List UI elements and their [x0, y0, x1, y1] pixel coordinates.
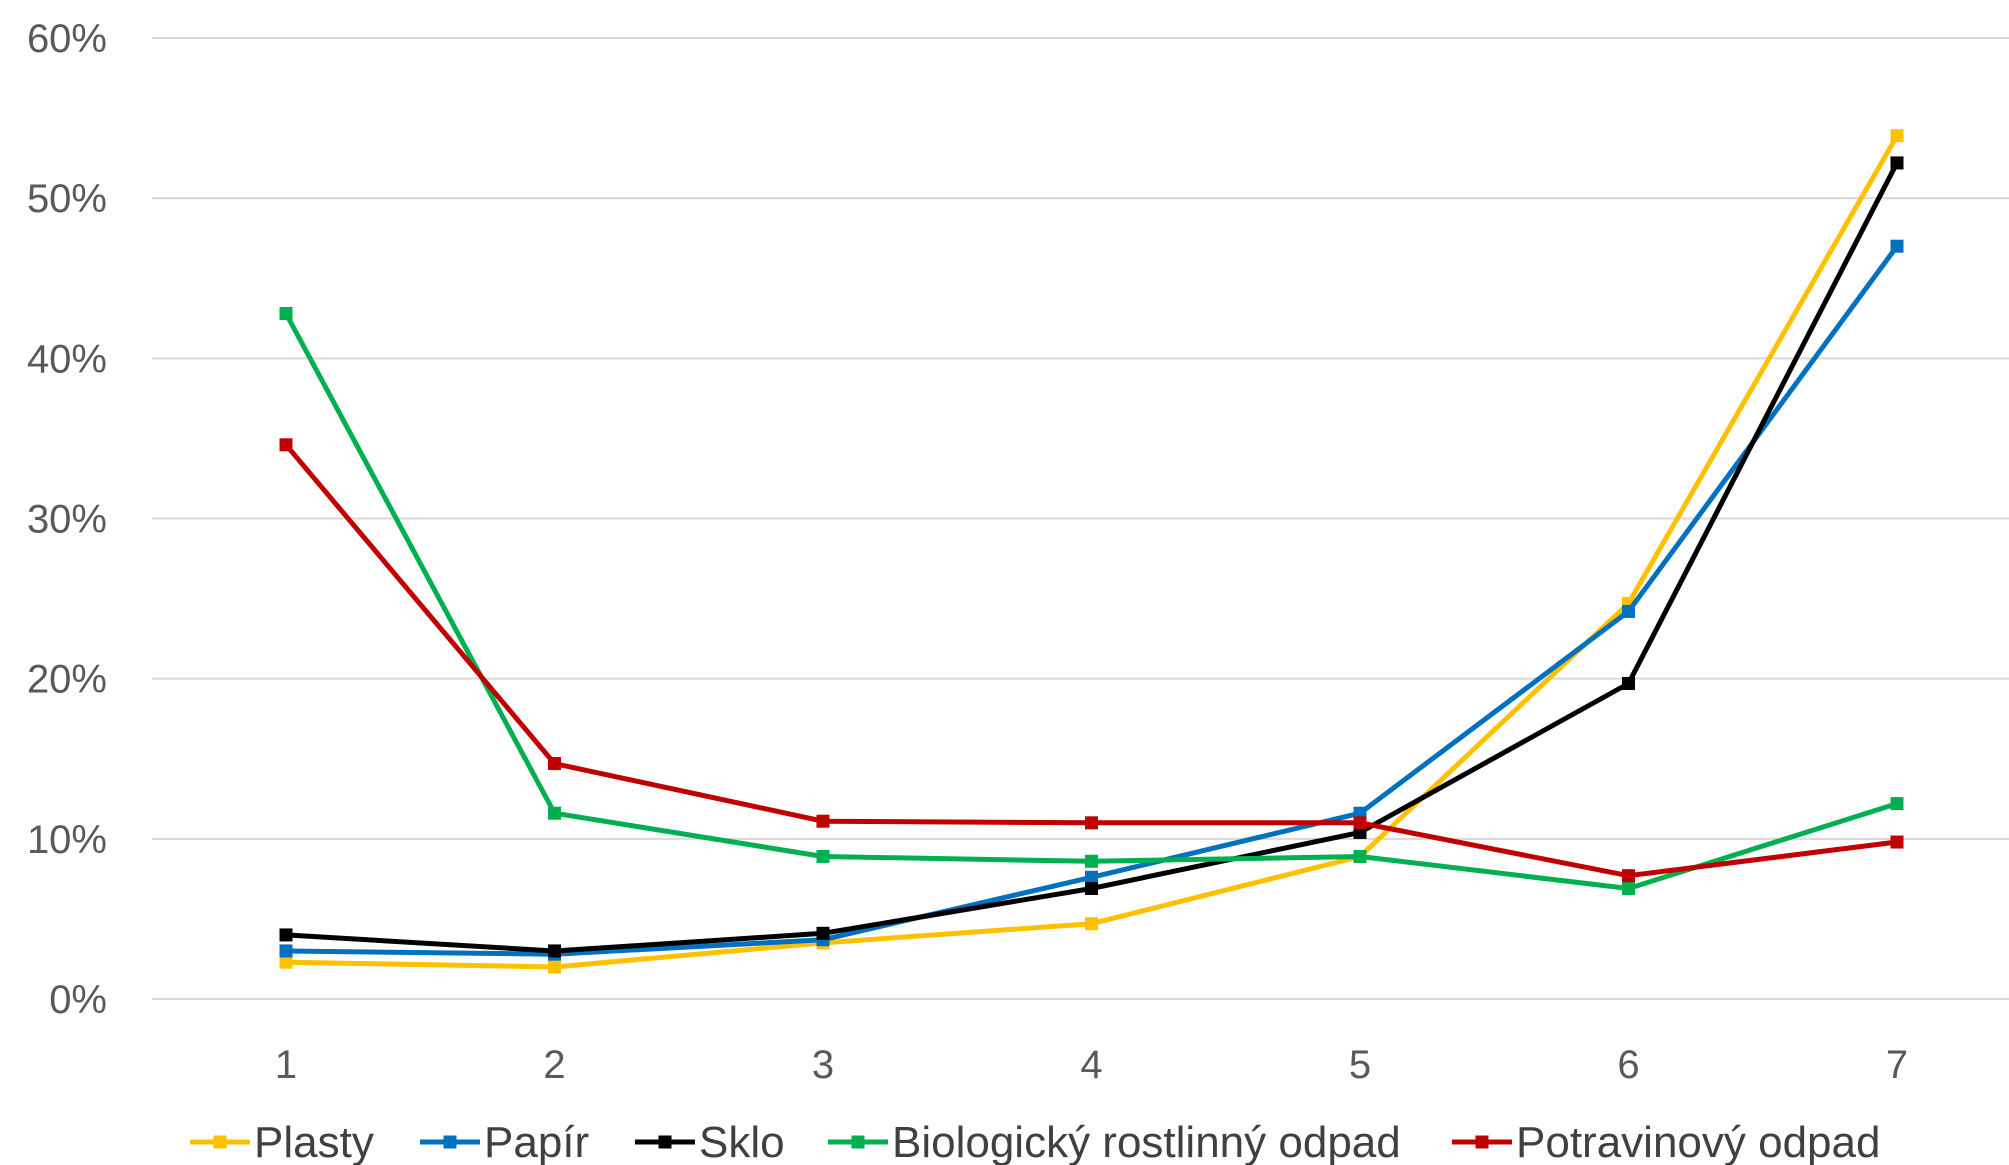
legend-swatch-marker	[213, 1135, 227, 1149]
data-point	[279, 438, 293, 452]
data-point	[1890, 129, 1904, 143]
data-point	[1085, 816, 1098, 830]
y-tick-label: 60%	[27, 17, 107, 61]
data-point	[548, 960, 561, 974]
data-point	[1353, 816, 1367, 830]
y-tick-label: 20%	[27, 658, 107, 702]
y-tick-label: 50%	[27, 177, 107, 221]
x-tick-label: 5	[1349, 1043, 1371, 1087]
legend-swatch-marker	[443, 1135, 457, 1149]
series-lines	[279, 129, 1904, 974]
legend-item: Plasty	[190, 1118, 374, 1165]
data-point	[1085, 881, 1098, 895]
legend-label: Plasty	[254, 1118, 374, 1165]
x-tick-label: 3	[812, 1043, 834, 1087]
data-point	[1622, 881, 1635, 895]
data-point	[1890, 239, 1904, 253]
legend-swatch-marker	[851, 1135, 865, 1149]
x-tick-label: 2	[543, 1043, 565, 1087]
legend-item: Papír	[420, 1118, 589, 1165]
data-point	[1622, 604, 1635, 618]
series-4	[279, 438, 1904, 883]
data-point	[816, 849, 830, 863]
series-0	[279, 129, 1904, 974]
legend-item: Biologický rostlinný odpad	[828, 1118, 1401, 1165]
data-point	[1622, 869, 1635, 883]
legend-label: Sklo	[699, 1118, 785, 1165]
data-point	[816, 926, 830, 940]
x-axis: 1 2 3 4 5 6 7	[275, 1043, 1908, 1087]
legend-label: Potravinový odpad	[1516, 1118, 1880, 1165]
data-point	[1085, 854, 1098, 868]
data-point	[548, 806, 561, 820]
series-line	[283, 442, 1900, 879]
legend: Plasty Papír Sklo Biologický rostlinný odpa…	[190, 1118, 1880, 1165]
data-point	[279, 944, 293, 958]
series-3	[279, 306, 1904, 895]
data-point	[1085, 870, 1098, 884]
legend-item: Sklo	[635, 1118, 785, 1165]
gridlines	[152, 37, 2009, 1000]
y-tick-label: 0%	[49, 978, 107, 1022]
data-point	[1890, 797, 1904, 811]
x-tick-label: 1	[275, 1043, 297, 1087]
series-line	[283, 133, 1900, 970]
y-tick-label: 40%	[27, 337, 107, 381]
data-point	[1622, 676, 1635, 690]
y-axis: 0% 10% 20% 30% 40% 50% 60%	[27, 17, 107, 1022]
data-point	[1353, 849, 1367, 863]
data-point	[279, 306, 293, 320]
data-point	[279, 955, 293, 969]
x-tick-label: 4	[1080, 1043, 1102, 1087]
x-tick-label: 6	[1617, 1043, 1639, 1087]
data-point	[816, 814, 830, 828]
series-line	[283, 311, 1900, 891]
y-tick-label: 30%	[27, 498, 107, 542]
series-1	[279, 239, 1904, 961]
data-point	[1890, 835, 1904, 849]
y-tick-label: 10%	[27, 818, 107, 862]
legend-label: Papír	[484, 1118, 589, 1165]
series-line	[283, 243, 1900, 957]
legend-swatch-marker	[1475, 1135, 1489, 1149]
legend-label: Biologický rostlinný odpad	[892, 1118, 1401, 1165]
series-2	[279, 156, 1904, 958]
legend-swatch-marker	[658, 1135, 672, 1149]
data-point	[548, 757, 561, 771]
legend-item: Potravinový odpad	[1452, 1118, 1880, 1165]
x-tick-label: 7	[1886, 1043, 1908, 1087]
data-point	[548, 944, 561, 958]
data-point	[1085, 917, 1098, 931]
data-point	[1890, 156, 1904, 170]
data-point	[279, 928, 293, 942]
